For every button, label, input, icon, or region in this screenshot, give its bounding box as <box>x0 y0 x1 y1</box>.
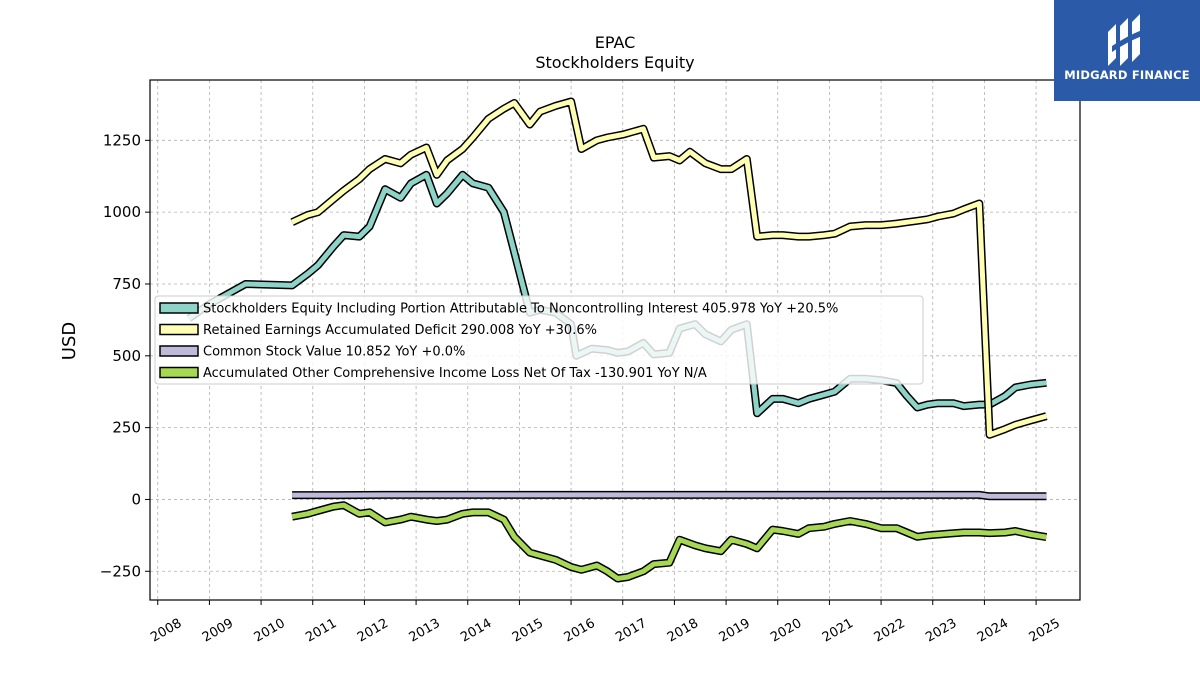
chart-title: EPAC <box>595 33 636 52</box>
x-tick-label: 2009 <box>200 616 236 646</box>
x-tick-label: 2020 <box>768 616 804 646</box>
x-tick-label: 2021 <box>820 616 856 646</box>
x-tick-label: 2013 <box>407 616 443 646</box>
y-axis-ticks: −250 0 250 500 750 1000 1250 <box>100 131 150 580</box>
x-tick-label: 2023 <box>923 616 959 646</box>
legend-entry-0: Stockholders Equity Including Portion At… <box>203 302 838 317</box>
legend-swatch-3 <box>159 366 199 379</box>
x-tick-label: 2010 <box>252 616 288 646</box>
y-tick-label: 1250 <box>103 131 141 149</box>
legend-swatch-0 <box>159 302 199 314</box>
x-tick-label: 2022 <box>872 616 908 646</box>
series-3-line <box>291 502 1047 581</box>
legend-entry-2: Common Stock Value 10.852 YoY +0.0% <box>203 345 465 360</box>
legend-box <box>154 295 924 385</box>
x-tick-label: 2011 <box>303 616 339 646</box>
legend-entry-3: Accumulated Other Comprehensive Income L… <box>203 366 707 381</box>
legend-entry-1: Retained Earnings Accumulated Deficit 29… <box>203 323 597 338</box>
chart-subtitle: Stockholders Equity <box>535 53 694 72</box>
legend-swatch-2 <box>159 345 199 357</box>
x-tick-label: 2017 <box>613 616 649 646</box>
x-tick-label: 2016 <box>562 616 598 646</box>
x-tick-label: 2014 <box>458 616 494 646</box>
x-tick-label: 2019 <box>717 616 753 646</box>
midgard-m-logo-icon <box>1108 14 1142 66</box>
x-tick-label: 2018 <box>665 616 701 646</box>
x-tick-label: 2015 <box>510 616 546 646</box>
legend-swatch-1 <box>159 323 199 336</box>
x-tick-label: 2025 <box>1027 616 1063 646</box>
midgard-finance-logo: MIDGARD FINANCE <box>1054 0 1200 101</box>
y-axis-label: USD <box>59 322 80 360</box>
y-tick-label: 0 <box>131 490 141 508</box>
y-tick-label: 750 <box>112 275 141 293</box>
series-1-line <box>291 99 1048 438</box>
y-tick-label: 250 <box>112 419 141 437</box>
plot-frame <box>149 79 1081 601</box>
x-axis-ticks: 2008 2009 2010 2011 2012 2013 2014 2015 2016 2017… <box>148 600 1063 646</box>
series-1-outline <box>290 97 1048 439</box>
legend: Stockholders Equity Including Portion At… <box>154 295 924 385</box>
y-tick-label: 1000 <box>103 203 141 221</box>
x-tick-label: 2012 <box>355 616 391 646</box>
brand-name: MIDGARD FINANCE <box>1064 68 1190 82</box>
x-tick-label: 2008 <box>148 616 184 646</box>
y-tick-label: 500 <box>112 347 141 365</box>
y-tick-label: −250 <box>100 562 141 580</box>
series-2-line <box>292 492 1047 499</box>
x-tick-label: 2024 <box>975 616 1011 646</box>
